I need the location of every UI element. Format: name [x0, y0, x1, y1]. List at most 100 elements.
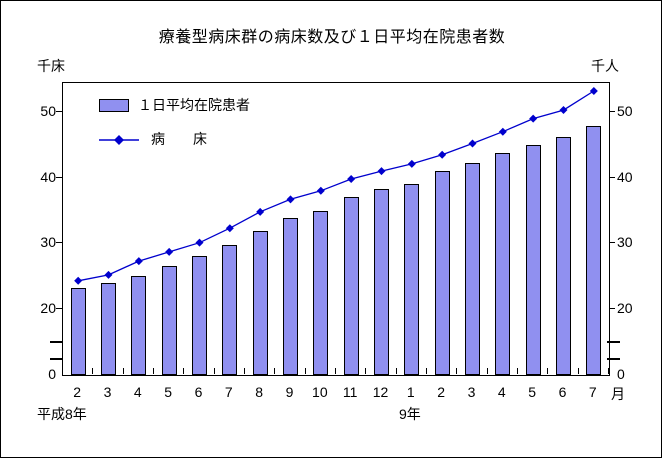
x-axis-month-label: 3	[103, 384, 112, 400]
x-axis-tickmark	[395, 368, 397, 374]
x-axis-tickmark	[304, 368, 306, 374]
x-axis-tickmark	[153, 368, 154, 374]
x-axis-tickmark	[517, 368, 518, 374]
bar-avg-inpatients	[313, 210, 329, 375]
y-axis-tickmark	[56, 242, 62, 244]
beds-diamond-marker	[438, 150, 447, 159]
bar-series-swatch	[99, 98, 129, 112]
beds-diamond-marker	[377, 167, 386, 176]
x-axis-month-label: 5	[528, 384, 537, 400]
y-axis-tick-label-right: 40	[617, 168, 633, 185]
y-axis-tickmark	[609, 111, 615, 113]
month-suffix-label: 月	[611, 386, 625, 402]
axis-break-mark	[50, 358, 63, 360]
x-axis-tickmark	[426, 368, 427, 374]
y-axis-tick-label-right: 20	[617, 300, 633, 316]
x-axis-tickmark	[577, 368, 579, 374]
x-axis-month-label: 1	[406, 384, 415, 400]
x-axis-tickmark	[456, 368, 458, 374]
x-axis-month-label: 2	[73, 384, 82, 400]
x-axis-month-label: 4	[497, 384, 506, 400]
y-axis-tickmark	[56, 176, 62, 178]
bar-avg-inpatients	[70, 287, 86, 375]
beds-diamond-marker	[286, 195, 295, 204]
bar-avg-inpatients	[465, 163, 480, 375]
bar-avg-inpatients	[252, 230, 268, 375]
x-axis-month-label: 8	[255, 384, 264, 400]
y-axis-tickmark	[609, 308, 615, 309]
bar-avg-inpatients	[495, 152, 511, 375]
beds-diamond-marker	[195, 238, 204, 247]
y-axis-tick-label-left: 0	[48, 366, 56, 382]
x-axis-tickmark	[183, 368, 185, 374]
beds-diamond-marker	[407, 159, 416, 168]
left-axis-unit-label: 千床	[37, 58, 65, 74]
bar-avg-inpatients	[556, 136, 571, 375]
bar-avg-inpatients	[434, 171, 450, 375]
y-axis-tick-label-left: 20	[40, 300, 56, 316]
x-axis-tickmark	[92, 368, 94, 374]
legend-item-beds: 病 床	[99, 129, 207, 149]
bar-avg-inpatients	[161, 266, 177, 375]
x-axis-month-label: 5	[164, 384, 173, 400]
x-axis-month-label: 9	[285, 384, 294, 400]
x-axis-month-label: 11	[342, 384, 358, 400]
bar-avg-inpatients	[343, 197, 359, 375]
beds-diamond-marker	[256, 207, 265, 216]
beds-diamond-marker	[468, 139, 477, 148]
year-label-heisei8: 平成8年	[37, 406, 87, 422]
legend-item-inpatients: １日平均在院患者	[99, 95, 250, 115]
x-axis-tickmark	[274, 368, 276, 374]
beds-diamond-marker	[529, 114, 538, 123]
beds-line-series	[74, 87, 598, 285]
x-axis-month-label: 7	[224, 384, 233, 400]
y-axis-tickmark	[609, 242, 615, 244]
x-axis-tickmark	[244, 368, 245, 374]
beds-diamond-marker	[225, 224, 234, 233]
beds-diamond-marker	[74, 276, 83, 285]
beds-diamond-marker	[316, 186, 325, 195]
x-axis-month-label: 6	[194, 384, 203, 400]
bar-avg-inpatients	[283, 218, 298, 375]
beds-diamond-marker	[498, 127, 507, 136]
plot-area	[62, 82, 610, 376]
x-axis-tickmark	[335, 368, 336, 374]
x-axis-tickmark	[365, 368, 367, 374]
y-axis-tick-label-right: 0	[617, 366, 625, 382]
line-series-swatch	[99, 133, 139, 145]
bar-avg-inpatients	[586, 125, 602, 375]
beds-diamond-marker	[134, 257, 143, 266]
x-axis-tickmark	[213, 368, 215, 374]
bar-avg-inpatients	[525, 144, 541, 375]
x-axis-tickmark	[62, 368, 63, 374]
beds-diamond-marker	[104, 270, 113, 279]
legend-line-label: 病 床	[151, 131, 207, 147]
y-axis-tick-label-right: 50	[617, 103, 633, 120]
axis-break-mark	[50, 341, 63, 343]
year-label-9: 9年	[399, 406, 421, 422]
y-axis-tick-label-right: 30	[617, 234, 633, 251]
bar-avg-inpatients	[222, 245, 238, 375]
x-axis-month-label: 3	[467, 384, 476, 400]
x-axis-tickmark	[486, 368, 488, 374]
bar-avg-inpatients	[374, 189, 389, 375]
line-marker-icon	[99, 135, 139, 145]
axis-break-mark	[607, 358, 620, 360]
x-axis-month-label: 2	[437, 384, 446, 400]
axis-break-mark	[607, 341, 620, 343]
x-axis-month-label: 4	[133, 384, 142, 400]
x-axis-tickmark	[122, 368, 124, 374]
x-axis-tickmark	[547, 368, 549, 374]
y-axis-tickmark	[56, 308, 62, 309]
y-axis-tick-label-left: 30	[40, 234, 56, 251]
beds-diamond-marker	[347, 174, 356, 183]
y-axis-tick-label-left: 40	[40, 168, 56, 185]
beds-diamond-marker	[589, 87, 598, 96]
right-axis-unit-label: 千人	[591, 58, 619, 74]
chart-title: 療養型病床群の病床数及び１日平均在院患者数	[158, 29, 506, 46]
legend-bar-label: １日平均在院患者	[138, 97, 250, 113]
x-axis-tickmark	[608, 368, 609, 374]
beds-diamond-marker	[559, 106, 568, 115]
x-axis-month-label: 12	[372, 384, 389, 400]
